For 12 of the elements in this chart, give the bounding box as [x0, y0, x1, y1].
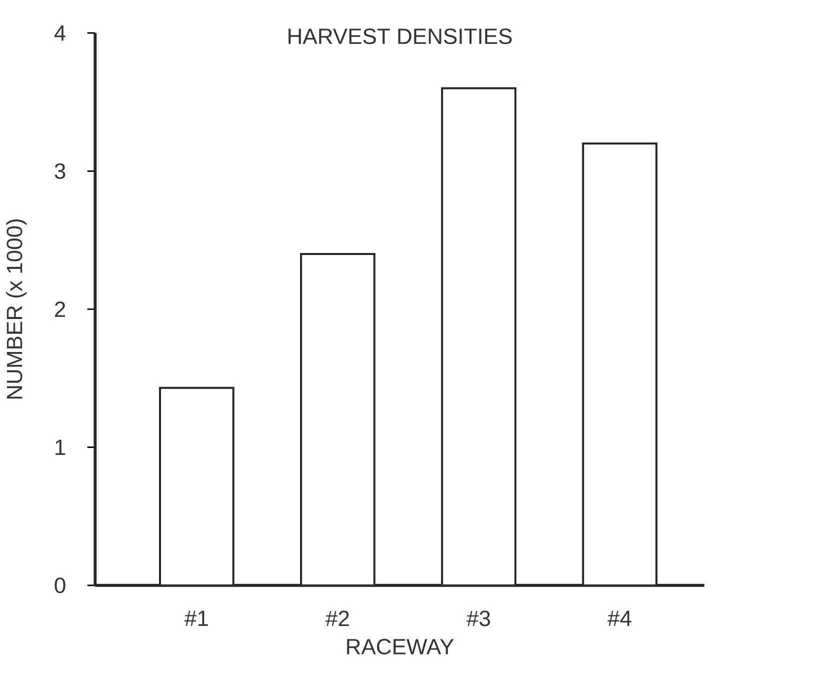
- x-axis-title: RACEWAY: [347, 638, 454, 654]
- y-tick-label: 4: [54, 26, 66, 41]
- y-tick-label: 3: [54, 163, 66, 179]
- chart-title: HARVEST DENSITIES: [288, 28, 512, 44]
- y-tick-label: 1: [56, 440, 66, 455]
- y-axis-title: NUMBER (x 1000): [6, 219, 27, 399]
- x-tick-label: #1: [184, 610, 208, 626]
- y-tick-label: 2: [55, 302, 66, 317]
- x-tick-label: #2: [326, 610, 349, 626]
- y-tick-label: 0: [54, 578, 66, 594]
- x-tick-label: #4: [608, 610, 632, 626]
- x-tick-label: #3: [466, 610, 490, 626]
